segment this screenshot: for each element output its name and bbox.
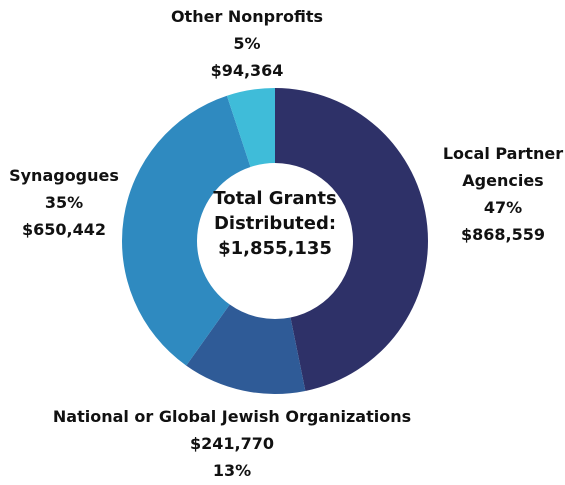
center-text: Total Grants Distributed: $1,855,135	[200, 186, 350, 261]
value-label: $241,770	[189, 434, 274, 453]
slice	[186, 304, 306, 394]
slice-label: Synagogues 35% $650,442	[0, 162, 129, 243]
percent-label: 5%	[233, 34, 261, 53]
slice-label: National or Global Jewish Organizations $…	[17, 403, 447, 484]
slice-label: Other Nonprofits 5% $94,364	[147, 3, 347, 84]
percent-label: 35%	[44, 193, 84, 212]
category-label: Other Nonprofits	[170, 7, 324, 26]
value-label: $650,442	[21, 220, 106, 239]
slice	[275, 88, 428, 391]
slice-label: Local Partner Agencies 47% $868,559	[428, 140, 565, 248]
value-label: $94,364	[210, 61, 284, 80]
category-label: Local Partner Agencies	[442, 144, 564, 190]
percent-label: 47%	[483, 198, 523, 217]
center-title: Total Grants Distributed:	[213, 188, 337, 234]
center-total: $1,855,135	[218, 238, 332, 259]
slice	[226, 88, 275, 167]
slice	[122, 95, 251, 366]
category-label: National or Global Jewish Organizations	[52, 407, 412, 426]
percent-label: 13%	[212, 461, 252, 480]
value-label: $868,559	[460, 225, 545, 244]
category-label: Synagogues	[9, 166, 119, 185]
